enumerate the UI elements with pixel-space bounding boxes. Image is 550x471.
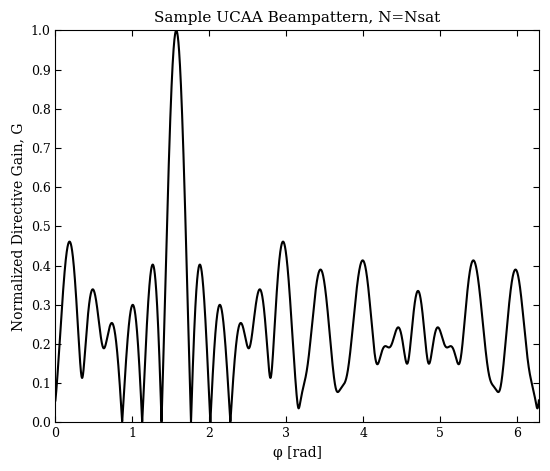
Y-axis label: Normalized Directive Gain, G: Normalized Directive Gain, G — [11, 122, 25, 331]
X-axis label: φ [rad]: φ [rad] — [273, 446, 322, 460]
Title: Sample UCAA Beampattern, N=Nsat: Sample UCAA Beampattern, N=Nsat — [154, 11, 440, 25]
